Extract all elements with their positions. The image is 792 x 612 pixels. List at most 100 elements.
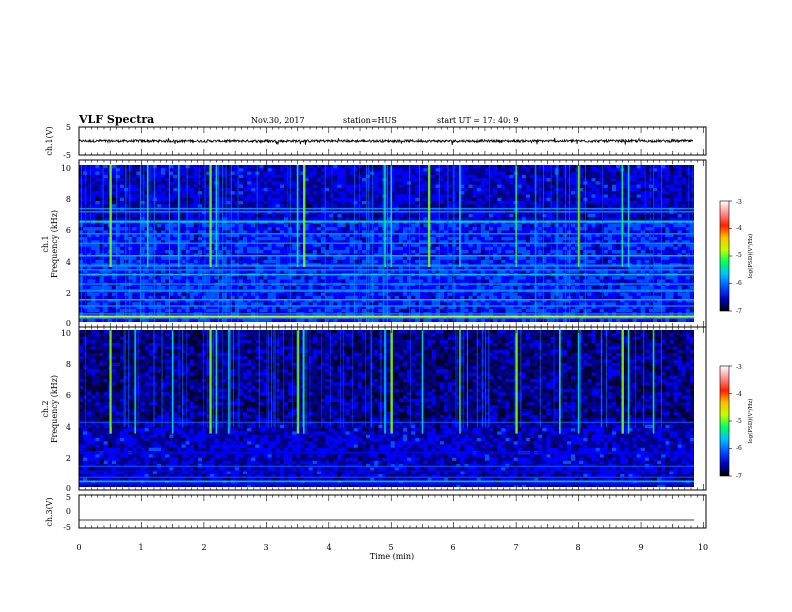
spectrogram-cell — [271, 210, 277, 215]
spectrogram-cell — [636, 187, 641, 192]
spectrogram-cell — [218, 217, 223, 221]
spectrogram-cell — [181, 204, 186, 208]
spectrogram-cell — [296, 181, 301, 185]
spectrogram-cell — [480, 243, 486, 248]
spectrogram-cell — [202, 187, 207, 192]
spectrogram-cell — [329, 178, 334, 182]
spectrogram-cell — [169, 210, 174, 215]
spectrogram-cell — [480, 181, 486, 185]
spectrogram-cell — [411, 200, 416, 205]
spectrogram-cell — [300, 259, 305, 264]
spectrogram-cell — [689, 230, 694, 234]
spectrogram-cell — [210, 227, 215, 231]
spectrogram-cell — [197, 266, 203, 270]
spectrogram-cell — [271, 266, 277, 270]
spectrogram-cell — [575, 184, 580, 189]
spectrogram-cell — [169, 184, 174, 189]
spectrogram-cell — [493, 178, 498, 182]
spectrogram-cell — [644, 200, 650, 205]
spectrogram-cell — [439, 194, 445, 199]
spectrogram-cell — [115, 266, 121, 270]
spectrogram-cell — [247, 178, 252, 182]
spectrogram-cell — [111, 240, 117, 244]
spectrogram-cell — [636, 243, 641, 248]
spectrogram-cell — [685, 165, 691, 169]
spectrogram-cell — [550, 191, 555, 195]
spectrogram-cell — [185, 214, 190, 218]
spectrogram-cell — [390, 227, 395, 231]
spectrogram-cell — [361, 214, 367, 218]
spectrogram-cell — [648, 194, 654, 199]
spectrogram-cell — [300, 171, 305, 176]
spectrogram-cell — [218, 250, 223, 254]
spectrogram-cell — [115, 168, 121, 172]
spectrogram-cell — [501, 171, 506, 176]
spectrogram-cell — [304, 178, 309, 182]
spectrogram-cell — [140, 256, 145, 261]
spectrogram-cell — [505, 165, 510, 169]
spectrogram-cell — [99, 266, 104, 270]
spectrogram-cell — [398, 184, 404, 189]
spectrogram-cell — [144, 230, 149, 234]
spectrogram-cell — [530, 197, 535, 202]
spectrogram-cell — [431, 174, 436, 179]
spectrogram-cell — [439, 217, 445, 221]
spectrogram-cell — [657, 184, 662, 189]
spectrogram-cell — [275, 217, 281, 221]
spectrogram-cell — [386, 250, 391, 254]
spectrogram-cell — [612, 187, 617, 192]
spectrogram-cell — [226, 174, 231, 179]
spectrogram-cell — [95, 243, 100, 248]
spectrogram-cell — [435, 233, 441, 238]
spectrogram-cell — [341, 174, 346, 179]
spectrogram-cell — [115, 233, 121, 238]
spectrogram-cell — [509, 165, 514, 169]
spectrogram-cell — [173, 217, 178, 221]
spectrogram-cell — [435, 246, 441, 251]
spectrogram-cell — [103, 178, 108, 182]
spectrogram-cell — [443, 194, 449, 199]
spectrogram-cell — [476, 227, 482, 231]
spectrogram-cell — [489, 227, 494, 231]
spectrogram-cell — [378, 191, 383, 195]
spectrogram-cell — [489, 194, 494, 199]
spectrogram-cell — [136, 214, 141, 218]
spectrogram-cell — [419, 184, 424, 189]
spectrogram-cell — [538, 204, 543, 208]
spectrogram-cell — [296, 227, 301, 231]
spectrogram-cell — [599, 174, 605, 179]
spectrogram-cell — [259, 256, 264, 261]
spectrogram-cell — [394, 243, 400, 248]
spectrogram-cell — [91, 197, 96, 202]
spectrogram-cell — [431, 214, 436, 218]
spectrogram-cell — [353, 230, 359, 234]
spectrogram-cell — [206, 227, 211, 231]
spectrogram-cell — [665, 165, 670, 169]
spectrogram-cell — [91, 184, 96, 189]
spectrogram-cell — [599, 266, 605, 270]
spectrogram-cell — [595, 178, 600, 182]
spectrogram-cell — [374, 223, 379, 228]
spectrogram-cell — [624, 187, 629, 192]
spectrogram-cell — [628, 230, 633, 234]
spectrogram-cell — [267, 178, 272, 182]
spectrogram-cell — [337, 168, 342, 172]
spectrogram-cell — [439, 165, 445, 169]
spectrogram-cell — [677, 243, 682, 248]
spectrogram-cell — [542, 168, 547, 172]
spectrogram-cell — [87, 210, 92, 215]
spectrogram-cell — [673, 171, 678, 176]
spectrogram-cell — [267, 210, 272, 215]
spectrogram-cell — [378, 187, 383, 192]
spectrogram-cell — [505, 266, 510, 270]
spectrogram-cell — [632, 168, 637, 172]
spectrogram-cell — [456, 250, 461, 254]
spectrogram-cell — [308, 223, 313, 228]
spectrogram-cell — [489, 214, 494, 218]
spectrogram-cell — [423, 168, 428, 172]
spectrogram-cell — [386, 197, 391, 202]
spectrogram-cell — [247, 197, 252, 202]
spectrogram-cell — [181, 184, 186, 189]
spectrogram-cell — [521, 191, 527, 195]
spectrogram-cell — [95, 187, 100, 192]
